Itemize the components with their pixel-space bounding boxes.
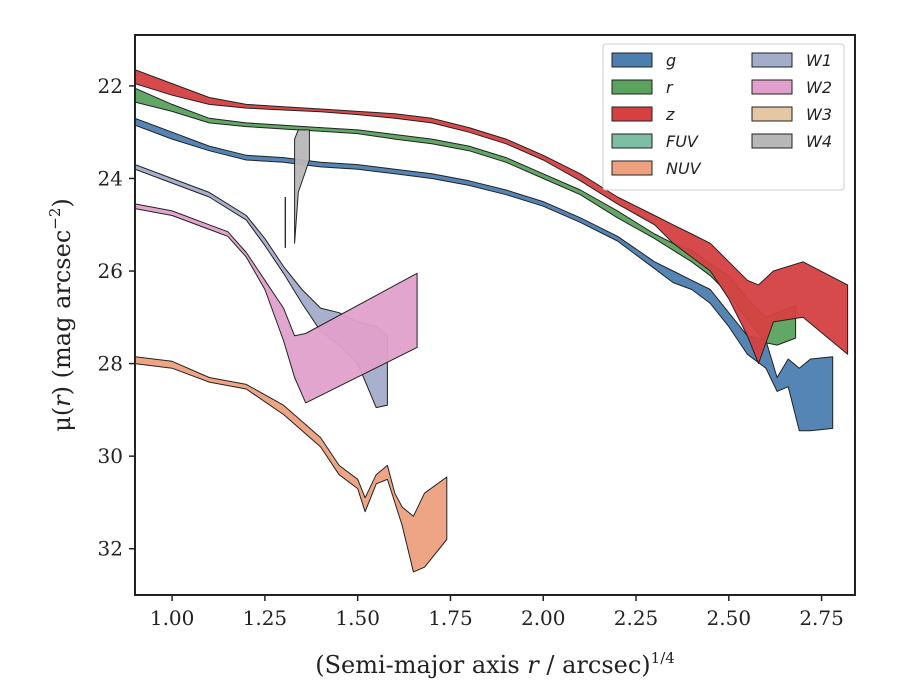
y-tick-label: 22: [98, 74, 123, 98]
legend-label: W4: [806, 132, 832, 151]
legend-label: W3: [806, 105, 832, 124]
legend-item-r: r: [611, 78, 674, 97]
band-w4: [294, 129, 310, 244]
x-axis-title: (Semi-major axis r / arcsec)1/4: [315, 649, 675, 679]
band-r: [135, 87, 797, 346]
x-tick-label: 2.00: [521, 606, 566, 630]
legend-swatch: [751, 133, 793, 149]
y-tick-label: 26: [98, 259, 123, 283]
legend-swatch: [611, 79, 653, 95]
legend: grz FUV NUV W1 W2 W3 W4: [602, 43, 845, 191]
band-w2: [135, 203, 418, 404]
legend-swatch: [611, 160, 653, 176]
y-tick-label: 30: [98, 444, 123, 468]
legend-label: FUV: [666, 132, 699, 151]
legend-swatch: [611, 106, 653, 122]
legend-label: r: [666, 78, 674, 97]
legend-swatch: [751, 79, 793, 95]
y-tick-label: 32: [98, 537, 123, 561]
band-g: [135, 117, 834, 432]
series-layer: [135, 69, 849, 573]
plot-frame: [134, 34, 856, 596]
legend-item-w4: W4: [751, 132, 832, 151]
legend-swatch: [751, 52, 793, 68]
x-tick-label: 1.00: [150, 606, 195, 630]
legend-item-w2: W2: [751, 78, 832, 97]
legend-item-z: z: [611, 105, 675, 124]
y-axis: 22 24 26 28 30 32: [98, 74, 135, 561]
legend-label: NUV: [666, 159, 702, 178]
legend-label: W1: [806, 51, 832, 70]
y-tick-label: 28: [98, 352, 123, 376]
x-tick-label: 2.75: [799, 606, 844, 630]
legend-item-g: g: [611, 51, 676, 70]
x-tick-label: 2.25: [614, 606, 659, 630]
x-tick-label: 1.50: [335, 606, 380, 630]
band-nuv: [135, 356, 448, 573]
band-z: [135, 69, 849, 365]
legend-label: g: [666, 51, 676, 70]
legend-swatch: [611, 133, 653, 149]
legend-label: W2: [806, 78, 832, 97]
legend-item-nuv: NUV: [611, 159, 702, 178]
band-w1: [135, 164, 388, 409]
legend-swatch: [751, 106, 793, 122]
x-tick-label: 1.25: [243, 606, 288, 630]
legend-item-fuv: FUV: [611, 132, 699, 151]
x-tick-label: 1.75: [428, 606, 473, 630]
legend-swatch: [611, 52, 653, 68]
y-tick-label: 24: [98, 166, 123, 190]
x-axis: 1.00 1.25 1.50 1.75 2.00 2.25 2.50 2.75: [150, 595, 844, 630]
legend-label: z: [665, 105, 675, 124]
y-axis-title: μ(r) (mag arcsec−2): [46, 198, 76, 432]
legend-item-w1: W1: [751, 51, 832, 70]
legend-item-w3: W3: [751, 105, 832, 124]
x-tick-label: 2.50: [707, 606, 752, 630]
